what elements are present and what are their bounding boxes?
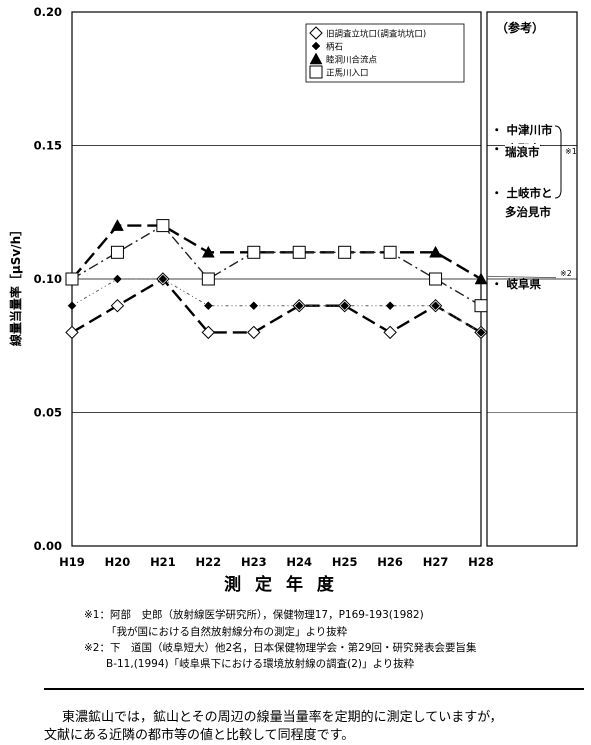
summary-line-1: 東濃鉱山では，鉱山とその周辺の線量当量率を定期的に測定していますが， <box>62 710 503 725</box>
data-point-s0-H19 <box>65 325 79 340</box>
y-tick-label: 0.15 <box>34 139 62 153</box>
x-tick-labels: H19 H20 H21 H22 H23 H24 H25 H26 H27 H28 <box>59 555 494 569</box>
series-line-0 <box>71 277 482 334</box>
data-point-s0-H23 <box>247 325 261 340</box>
y-tick-label: 0.05 <box>34 406 62 420</box>
grid-lines <box>72 145 481 413</box>
legend-marker-0 <box>309 26 323 40</box>
reference-item-mizunami: 瑞浪市 <box>505 144 540 160</box>
series-line-2 <box>71 224 482 281</box>
x-tick-label: H25 <box>332 555 358 569</box>
legend-marker-1 <box>311 41 321 51</box>
data-point-s0-H26 <box>383 325 397 340</box>
summary-line-2: 文献にある近隣の都市等の値と比較して同程度です。 <box>44 728 355 743</box>
x-tick-label: H19 <box>59 555 85 569</box>
data-point-s3-H26 <box>383 245 397 259</box>
legend-label-0: 旧調査立坑口(調査坑坑口) <box>326 29 426 40</box>
y-tick-labels: 0.00 0.05 0.10 0.15 0.20 <box>34 5 62 553</box>
x-tick-label: H21 <box>150 555 176 569</box>
data-point-s1-H21 <box>158 274 168 284</box>
reference-item-nakatsugawa: ・ 中津川市 <box>491 123 553 137</box>
x-tick-label: H27 <box>423 555 449 569</box>
data-point-s0-H22 <box>201 325 216 340</box>
data-point-s3-H24 <box>292 245 306 259</box>
data-point-s3-H23 <box>247 245 261 259</box>
reference-note1: ※1 <box>565 147 577 156</box>
divider <box>44 688 584 690</box>
data-point-s1-H23 <box>249 301 259 311</box>
x-tick-label: H26 <box>377 555 403 569</box>
data-point-s1-H22 <box>203 301 213 311</box>
footnote-1: ※1：阿部 史郎（放射線医学研究所），保健物理17，P169-193(1982) <box>84 609 424 621</box>
x-tick-label: H20 <box>105 555 131 569</box>
x-tick-label: H23 <box>241 555 267 569</box>
reference-item-gifu: ・ 岐阜県 <box>491 277 542 291</box>
legend-label-2: 睦洞川合流点 <box>326 55 378 66</box>
reference-bracket <box>554 125 562 199</box>
y-tick-label: 0.10 <box>34 272 62 286</box>
series-lines <box>65 219 488 340</box>
x-tick-label: H28 <box>468 555 494 569</box>
reference-lines <box>486 145 577 413</box>
legend-marker-3 <box>309 65 323 79</box>
data-point-s3-H20 <box>110 245 124 259</box>
data-point-s0-H20 <box>110 298 125 313</box>
data-point-s1-H25 <box>340 301 350 311</box>
reference-title: （参考） <box>496 20 544 35</box>
data-point-s1-H26 <box>385 301 395 311</box>
data-point-s3-H22 <box>201 272 215 286</box>
data-point-s2-H28 <box>474 272 488 285</box>
reference-item-tajimi: 多治見市 <box>505 205 551 219</box>
data-point-s2-H20 <box>111 219 124 231</box>
data-point-s1-H24 <box>294 301 304 311</box>
footnote-2-cont: B-11,(1994)「岐阜県下における環境放射線の調査(2)」より抜粋 <box>106 658 415 670</box>
data-point-s3-H27 <box>429 272 443 286</box>
footnote-1-cont: 「我が国における自然放射線分布の測定」より抜粋 <box>106 626 348 638</box>
x-tick-label: H24 <box>286 555 312 569</box>
data-point-s1-H19 <box>67 301 77 311</box>
legend-marker-2 <box>309 52 323 65</box>
dose-rate-chart: 0.000.050.100.150.20 H19 H20 H21 H22 H23 H24 H… <box>8 5 578 595</box>
data-point-s2-H22 <box>201 245 215 258</box>
x-axis-title: 測 定 年 度 <box>224 574 338 595</box>
series-line-3 <box>71 224 482 307</box>
data-point-s3-H25 <box>338 245 352 259</box>
data-point-s1-H28 <box>476 328 486 337</box>
data-point-s3-H28 <box>474 299 488 313</box>
x-tick-label: H22 <box>196 555 222 569</box>
data-point-s1-H20 <box>113 274 122 284</box>
series-line-1 <box>71 278 482 333</box>
y-axis-title: 線量当量率［μSv/h］ <box>8 224 23 346</box>
footnote-2: ※2：下 道国（岐阜短大）他2名，日本保健物理学会・第29回・研究発表会要旨集 <box>84 642 477 654</box>
reference-note2: ※2 <box>560 269 572 278</box>
legend-label-1: 柄石 <box>326 42 343 53</box>
reference-item-toki: ・ 土岐市と <box>491 186 553 200</box>
data-point-s3-H21 <box>156 219 170 233</box>
y-tick-label: 0.20 <box>34 5 62 19</box>
legend-label-3: 正馬川入口 <box>326 69 369 79</box>
reference-line-gifu <box>486 275 557 279</box>
y-tick-label: 0.00 <box>34 539 62 553</box>
data-point-s1-H27 <box>431 301 440 311</box>
data-point-s3-H19 <box>65 272 79 286</box>
data-point-s2-H27 <box>429 245 442 258</box>
